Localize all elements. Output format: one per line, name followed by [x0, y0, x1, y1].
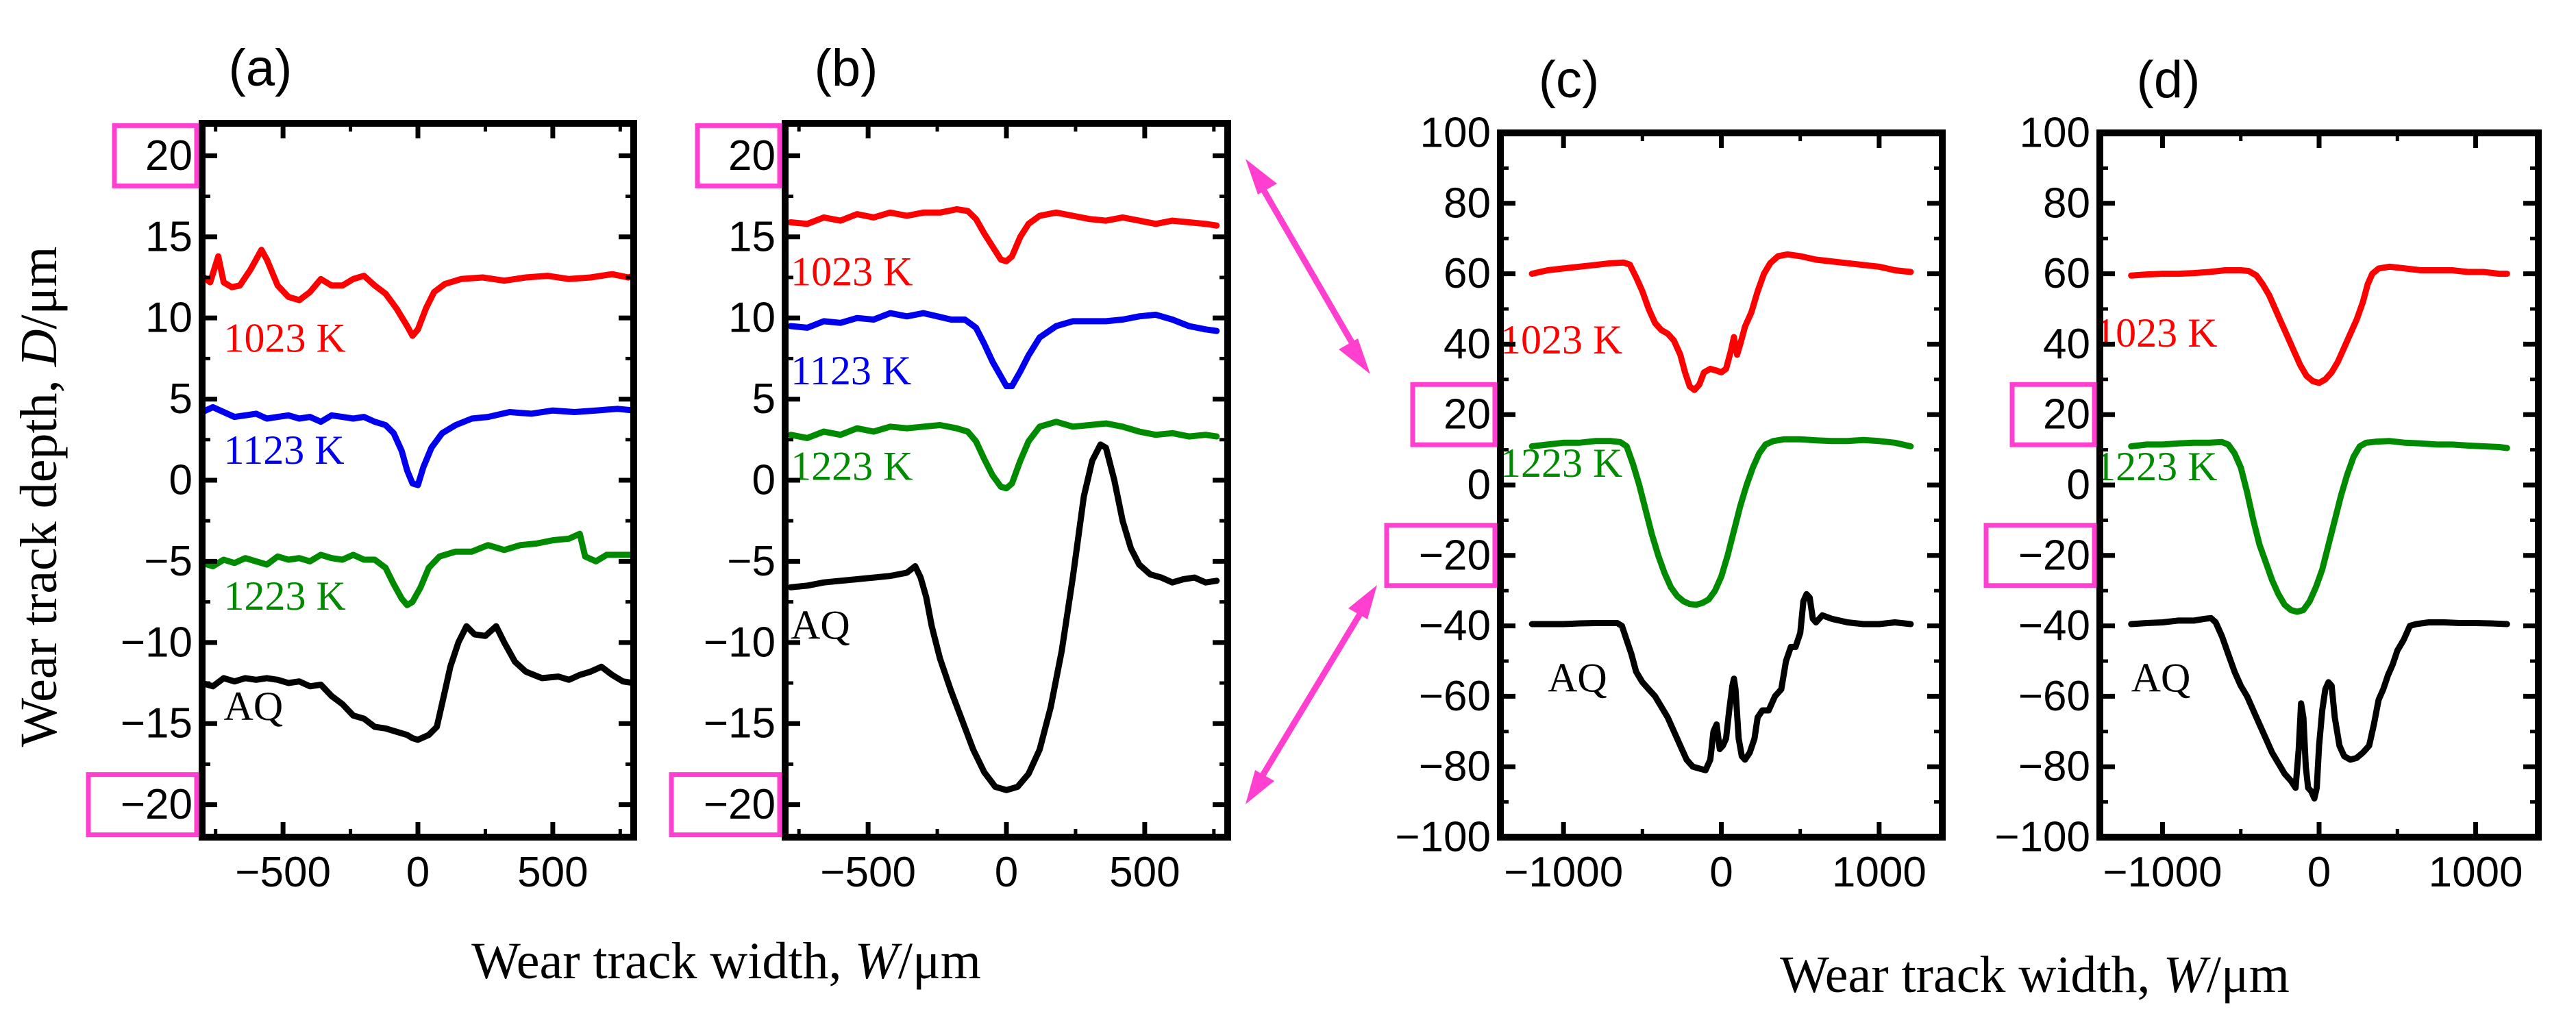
- panel-c-label-1023k: 1023 K: [1500, 317, 1622, 362]
- y-axis-label-unit: /μm: [10, 246, 68, 329]
- panel-a-ytick-label: −5: [144, 538, 193, 585]
- x-axis-label-left-variable: W: [855, 932, 903, 990]
- panel-a-ytick-label: 5: [169, 375, 193, 423]
- panel-d-xtick-label: 1000: [2429, 849, 2523, 896]
- panel-c-ytick-label: −20: [1419, 532, 1491, 579]
- panel-c-ytick-label: 80: [1444, 179, 1491, 227]
- x-axis-label-right-variable: W: [2164, 946, 2212, 1004]
- panel-d-ytick-label: −60: [2018, 673, 2090, 720]
- x-axis-label-right: Wear track width, W/μm: [1780, 946, 2290, 1004]
- panel-d-ytick-label: 20: [2043, 391, 2090, 438]
- figure-canvas: (a) (b) (c) (d) Wear track depth, D/μm W…: [0, 0, 2576, 1018]
- panel-d-ytick-label: 0: [2067, 462, 2090, 509]
- panel-d-ytick-label: 60: [2043, 250, 2090, 297]
- panel-a-label-1223k: 1223 K: [224, 573, 346, 619]
- panel-c-xtick-label: 0: [1709, 849, 1733, 896]
- panel-b-xtick-label: −500: [820, 849, 916, 896]
- panel-a-ytick-label: 0: [169, 457, 193, 504]
- y-axis-label-main: Wear track depth,: [10, 367, 68, 747]
- x-axis-label-left-unit: /μm: [898, 932, 981, 990]
- panel-b-label-1223k: 1223 K: [791, 444, 913, 489]
- panel-a-label-aq: AQ: [224, 684, 284, 729]
- panel-b-ytick-label: −15: [704, 700, 776, 747]
- panel-a-ytick-label: −15: [121, 700, 193, 747]
- panel-c-ytick-label: 0: [1467, 462, 1491, 509]
- panel-c-ytick-label: −100: [1395, 814, 1491, 861]
- panel-b-ytick-label: −10: [704, 619, 776, 666]
- panel-c-ytick-label: 20: [1444, 391, 1491, 438]
- panel-b-ytick-label: 15: [728, 213, 776, 260]
- x-axis-label-right-unit: /μm: [2207, 946, 2290, 1004]
- panel-c-ytick-label: 60: [1444, 250, 1491, 297]
- panel-c-ytick-label: 100: [1420, 110, 1491, 157]
- panel-b-ytick-label: 0: [752, 457, 776, 504]
- panel-d-xtick-label: 0: [2307, 849, 2331, 896]
- panel-b-ytick-label: 20: [728, 132, 776, 179]
- panel-b-label-1123k: 1123 K: [791, 348, 911, 393]
- panel-a-ytick-label: 10: [145, 295, 193, 342]
- panel-a-title: (a): [229, 39, 293, 97]
- panel-a-ytick-label: 15: [145, 213, 193, 260]
- panel-d-label-1023k: 1023 K: [2095, 310, 2217, 356]
- panel-c-ytick-label: −40: [1419, 602, 1491, 649]
- y-axis-label-variable: D: [10, 329, 68, 367]
- panel-d-xtick-label: −1000: [2103, 849, 2222, 896]
- panel-d-ytick-label: 40: [2043, 321, 2090, 368]
- panel-d-ytick-label: −20: [2018, 532, 2090, 579]
- panel-b-ytick-label: 5: [752, 375, 776, 423]
- x-axis-label-left-main: Wear track width,: [471, 932, 854, 990]
- panel-d-label-1223k: 1223 K: [2095, 444, 2217, 489]
- panel-d-ytick-label: 100: [2020, 110, 2090, 157]
- panel-a-ytick-label: −20: [121, 781, 193, 828]
- panel-b-xtick-label: 0: [995, 849, 1018, 896]
- panel-c-label-1223k: 1223 K: [1500, 440, 1622, 486]
- panel-a-ytick-label: 20: [145, 132, 193, 179]
- panel-a-ytick-label: −10: [121, 619, 193, 666]
- panel-c-ytick-label: 40: [1444, 321, 1491, 368]
- panel-a-xtick-label: 0: [406, 849, 430, 896]
- panel-b-ytick-label: −20: [704, 781, 776, 828]
- panel-b-ytick-label: −5: [727, 538, 776, 585]
- x-axis-label-right-main: Wear track width,: [1780, 946, 2163, 1004]
- panel-d-ytick-label: 80: [2043, 179, 2090, 227]
- y-axis-label: Wear track depth, D/μm: [10, 246, 68, 747]
- panel-d-ytick-label: −40: [2018, 602, 2090, 649]
- panel-a-label-1123k: 1123 K: [224, 427, 345, 473]
- panel-c-ytick-label: −80: [1419, 743, 1491, 791]
- panel-c-ytick-label: −60: [1419, 673, 1491, 720]
- panel-d-title: (d): [2137, 51, 2201, 109]
- panel-a-xtick-label: −500: [235, 849, 331, 896]
- panel-c-label-aq: AQ: [1548, 656, 1607, 701]
- panel-d-label-aq: AQ: [2131, 656, 2191, 701]
- panel-d-ytick-label: −80: [2018, 743, 2090, 791]
- panel-d-ytick-label: −100: [1994, 814, 2090, 861]
- panel-c-xtick-label: 1000: [1832, 849, 1927, 896]
- panel-c-xtick-label: −1000: [1504, 849, 1623, 896]
- panel-b-ytick-label: 10: [728, 295, 776, 342]
- panel-c-title: (c): [1539, 51, 1600, 109]
- panel-b-xtick-label: 500: [1109, 849, 1180, 896]
- x-axis-label-left: Wear track width, W/μm: [471, 932, 981, 990]
- panel-b-title: (b): [815, 39, 878, 97]
- panel-b-label-1023k: 1023 K: [791, 249, 913, 294]
- panel-a-label-1023k: 1023 K: [224, 315, 346, 360]
- panel-a-xtick-label: 500: [517, 849, 588, 896]
